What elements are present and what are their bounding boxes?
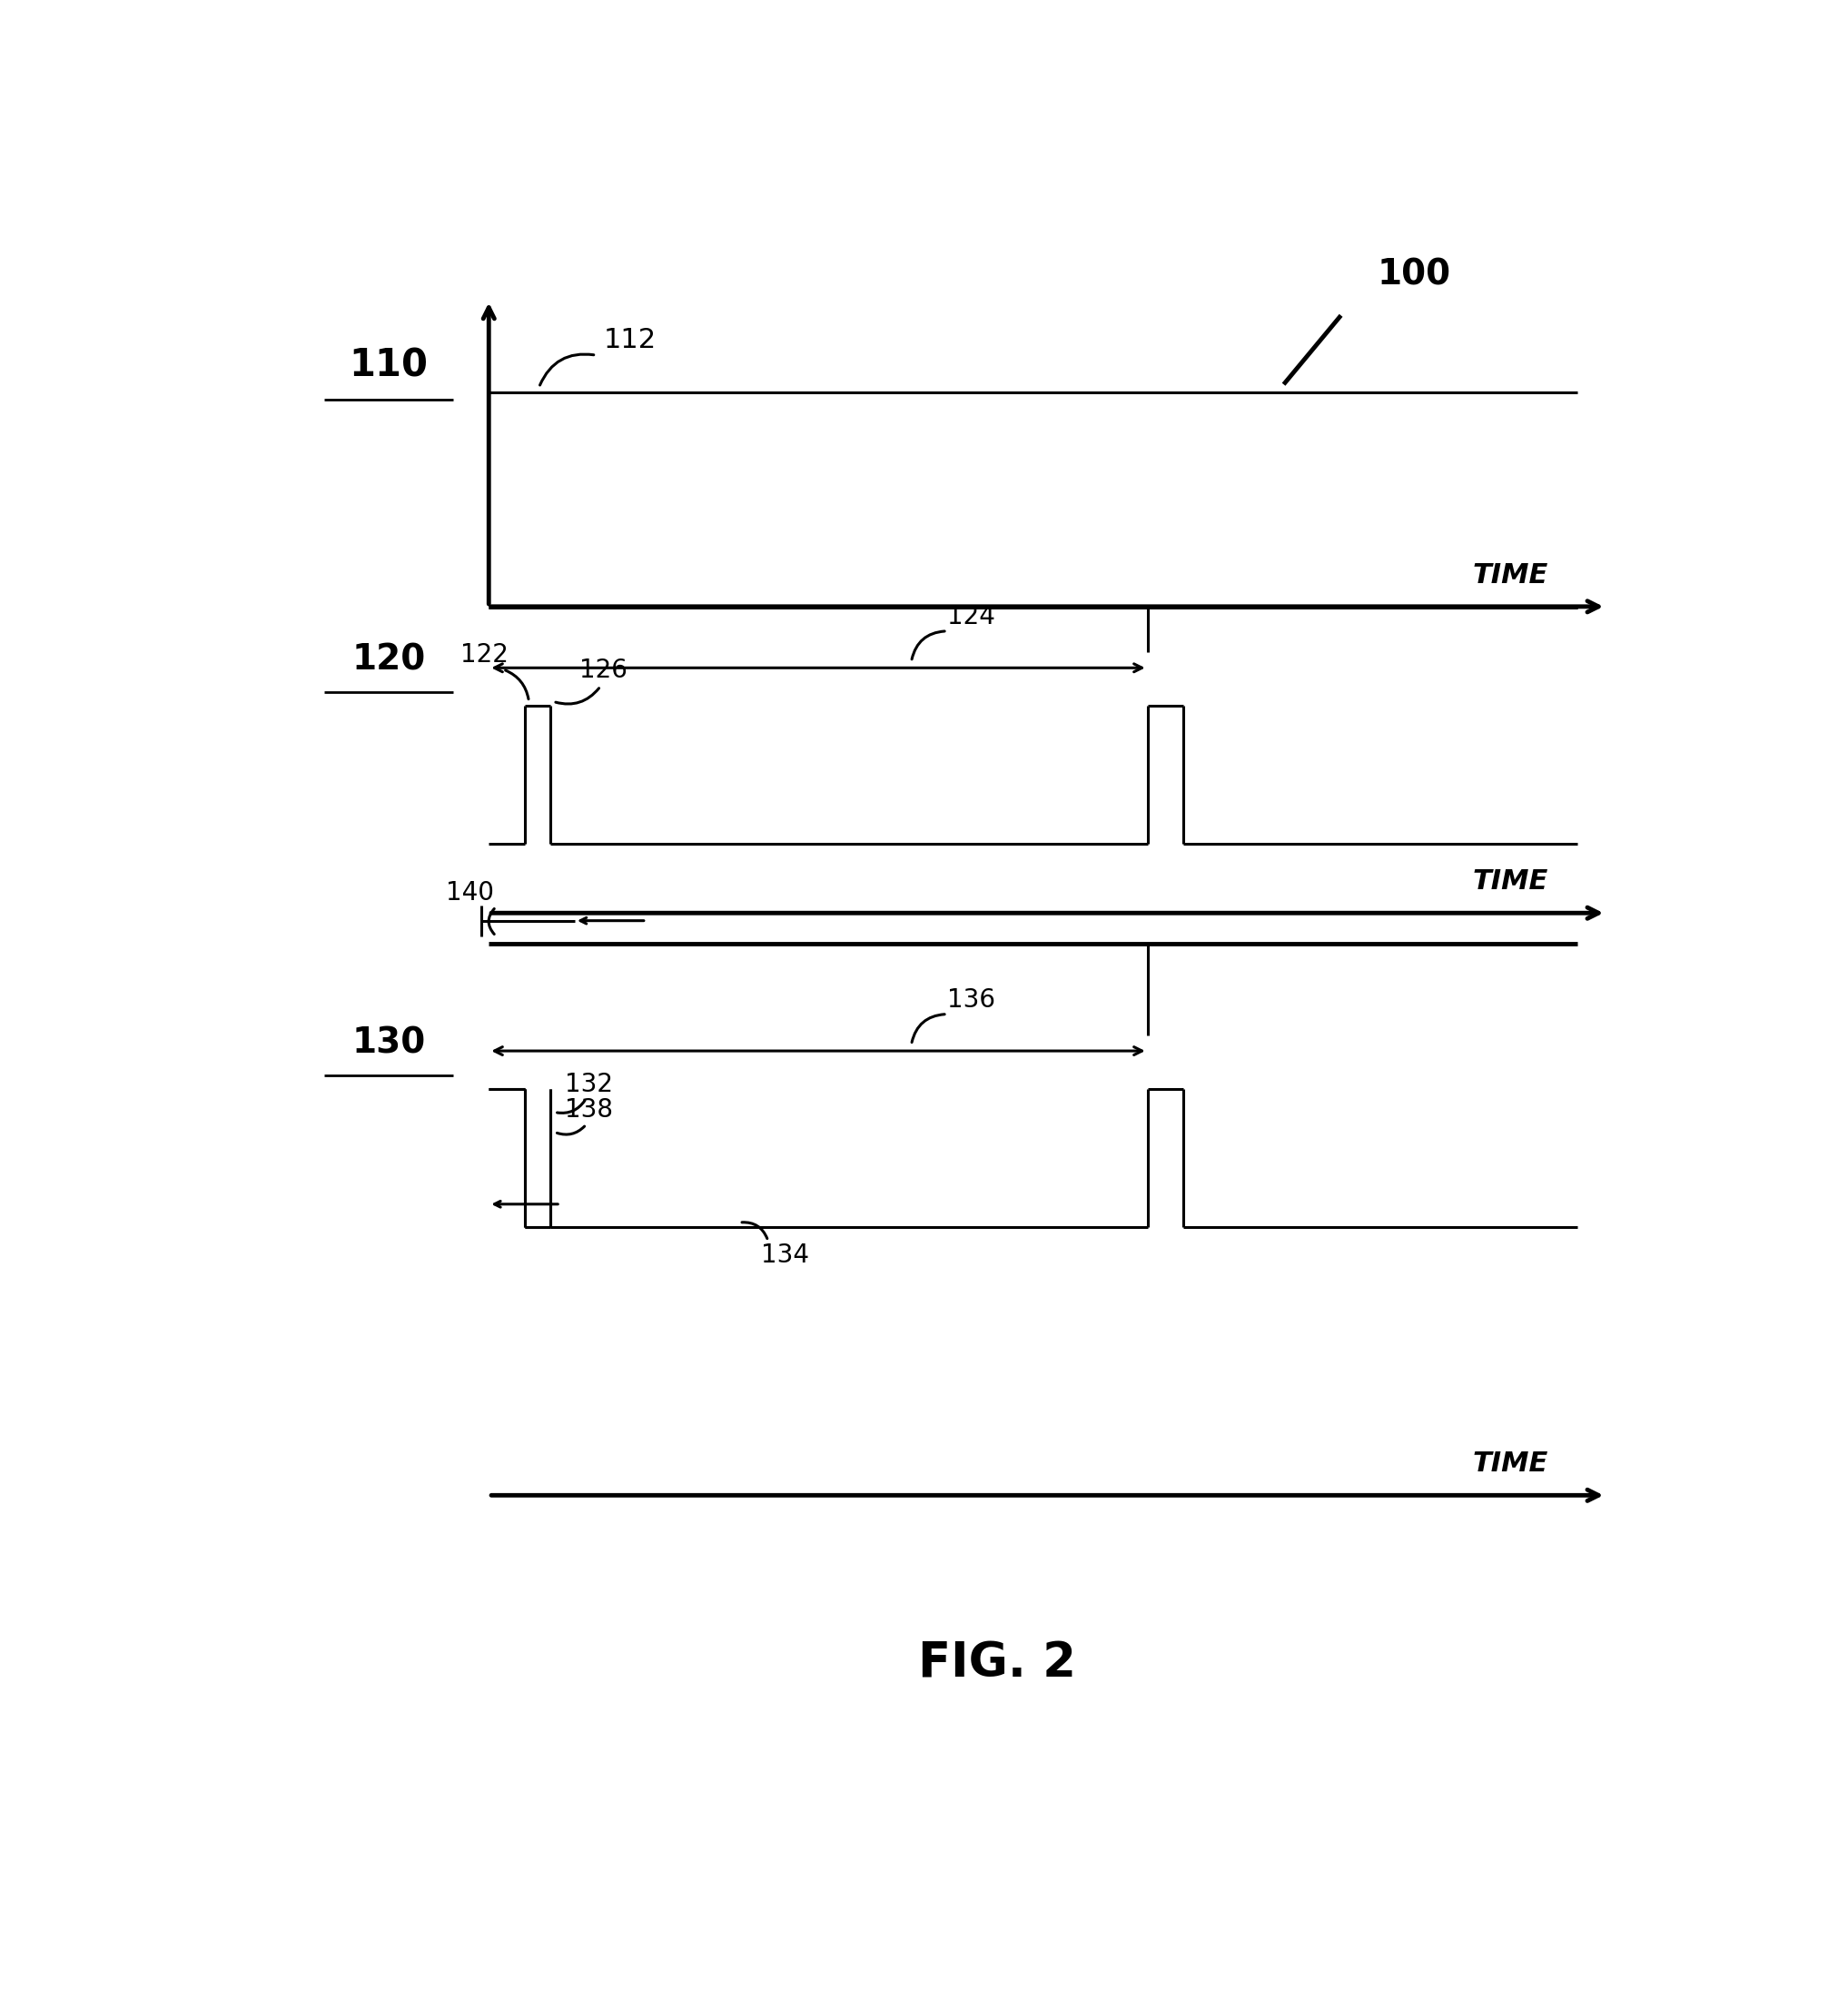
FancyArrowPatch shape [556,689,599,704]
Text: 136: 136 [948,987,996,1013]
Text: TIME: TIME [1473,561,1549,589]
FancyArrowPatch shape [506,671,529,698]
Text: 120: 120 [351,643,425,677]
Text: TIME: TIME [1473,1451,1549,1477]
Text: 134: 134 [761,1242,809,1268]
Text: 122: 122 [460,643,508,669]
FancyArrowPatch shape [911,1015,944,1043]
Text: 138: 138 [565,1098,614,1122]
Text: 140: 140 [445,880,493,905]
FancyArrowPatch shape [741,1222,767,1238]
Text: FIG. 2: FIG. 2 [918,1640,1076,1688]
FancyArrowPatch shape [488,909,493,933]
Text: TIME: TIME [1473,868,1549,895]
Text: 126: 126 [578,659,626,683]
Text: 132: 132 [565,1071,614,1096]
Text: 112: 112 [604,328,656,354]
Text: 110: 110 [349,346,429,384]
FancyArrowPatch shape [911,631,944,659]
Text: 100: 100 [1377,259,1451,293]
Text: 130: 130 [351,1027,425,1061]
FancyArrowPatch shape [540,354,593,386]
Text: 124: 124 [948,605,994,629]
FancyArrowPatch shape [556,1126,584,1134]
FancyArrowPatch shape [556,1100,584,1112]
